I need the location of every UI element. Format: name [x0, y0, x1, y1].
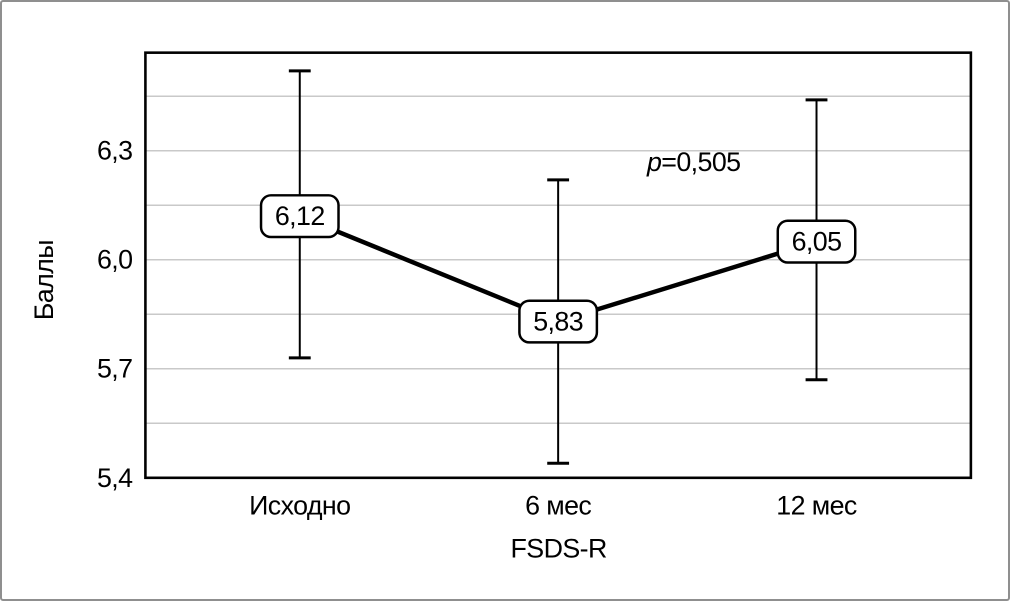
y-tick-label: 5,4: [97, 463, 133, 493]
point-label-box: [776, 219, 857, 264]
point-label: 6,05: [792, 227, 842, 257]
y-axis-title: Баллы: [29, 240, 59, 320]
x-axis-title: FSDS-R: [511, 533, 607, 563]
p-value-annotation: p=0,505: [646, 147, 741, 177]
p-value-symbol: p: [646, 147, 662, 177]
plot-generated: 5,4 5,7 6,0 6,3 Исходно 6 мес 12 мес 6,12 5,83 6,…: [97, 51, 973, 521]
x-tick-label: 6 мес: [525, 491, 591, 521]
point-label: 6,12: [275, 201, 325, 231]
y-tick-label: 6,3: [97, 136, 132, 166]
p-value-text: =0,505: [661, 147, 740, 177]
plot-border: [144, 51, 973, 480]
point-label-box: [259, 194, 340, 239]
point-label: 5,83: [533, 306, 583, 336]
x-tick-label: Исходно: [249, 491, 350, 521]
point-label-box: [518, 299, 599, 344]
y-tick-label: 5,7: [97, 354, 132, 384]
x-tick-label: 12 мес: [776, 491, 857, 521]
y-tick-label: 6,0: [97, 245, 132, 275]
